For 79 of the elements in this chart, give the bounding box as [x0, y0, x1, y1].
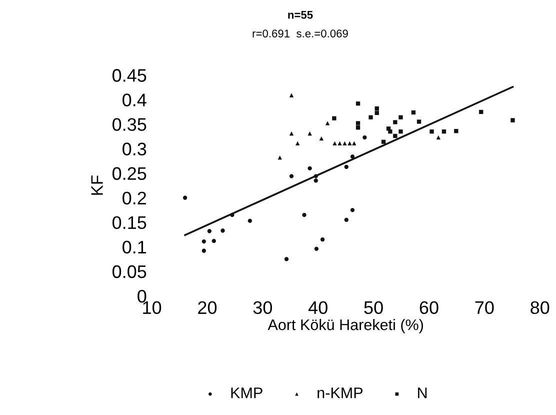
point	[436, 135, 440, 140]
point	[352, 141, 356, 146]
x-axis-title: Aort Kökü Hareketi (%)	[268, 318, 423, 334]
point	[332, 141, 337, 146]
point	[308, 166, 312, 170]
point	[350, 208, 355, 212]
point	[202, 248, 206, 253]
y-axis-title: KF	[91, 176, 103, 195]
point	[278, 155, 282, 160]
point	[332, 116, 336, 120]
point	[338, 141, 342, 146]
point	[289, 131, 294, 136]
point	[207, 229, 212, 234]
point	[296, 141, 300, 146]
point	[398, 115, 403, 120]
point	[442, 129, 446, 134]
x-tick-label: 80	[530, 301, 550, 314]
point	[314, 174, 318, 178]
point	[342, 141, 347, 146]
point	[356, 101, 360, 106]
point	[319, 136, 324, 140]
point	[454, 128, 458, 134]
x-tick-label: 30	[253, 301, 272, 314]
y-tick-label: 0.3	[122, 142, 146, 156]
y-tick-label: 0.15	[112, 216, 146, 230]
x-tick-label: 70	[475, 301, 494, 314]
x-tick-label: 40	[308, 301, 328, 314]
point	[314, 178, 318, 183]
point	[289, 174, 294, 178]
x-tick-label: 20	[198, 301, 217, 314]
point	[356, 121, 360, 126]
point	[381, 140, 386, 144]
point	[344, 164, 348, 169]
x-tick-label: 10	[143, 301, 162, 314]
point	[430, 129, 434, 134]
point	[202, 239, 206, 244]
point	[348, 141, 352, 146]
point	[302, 212, 306, 218]
point	[356, 126, 360, 130]
x-tick-label: 60	[420, 301, 438, 314]
legend-label: N	[418, 388, 427, 398]
point	[248, 218, 252, 223]
point	[212, 238, 216, 244]
point	[314, 246, 319, 251]
point	[368, 115, 373, 120]
y-tick-label: 0.2	[122, 192, 146, 204]
point	[398, 129, 403, 134]
point	[374, 106, 379, 111]
y-tick-label: 0.05	[112, 265, 146, 278]
y-tick-label: 0.35	[112, 118, 146, 131]
point	[284, 257, 289, 262]
chart-title: n=55	[288, 11, 313, 19]
point	[388, 129, 392, 134]
point	[510, 118, 515, 122]
point	[416, 120, 422, 124]
y-tick-label: 0.45	[112, 69, 146, 82]
point	[220, 228, 225, 233]
chart-subtitle: r=0.691 s.e.=0.069	[252, 30, 348, 38]
point	[374, 110, 379, 115]
x-tick-label: 50	[364, 301, 383, 314]
point	[362, 135, 367, 140]
point	[230, 212, 234, 218]
point	[344, 218, 348, 222]
point	[411, 110, 416, 114]
point	[289, 93, 294, 98]
y-tick-label: 0.25	[112, 167, 146, 180]
point	[320, 237, 325, 242]
legend-label: n-KMP	[318, 388, 363, 398]
y-tick-label: 0	[138, 290, 146, 303]
y-tick-label: 0.4	[122, 94, 146, 106]
point	[350, 154, 355, 159]
legend-label: KMP	[231, 388, 262, 398]
y-tick-label: 0.1	[122, 240, 146, 254]
point	[479, 110, 484, 114]
point	[393, 134, 398, 138]
point	[325, 121, 330, 126]
point	[308, 131, 312, 136]
point	[393, 120, 398, 124]
point	[182, 196, 188, 200]
